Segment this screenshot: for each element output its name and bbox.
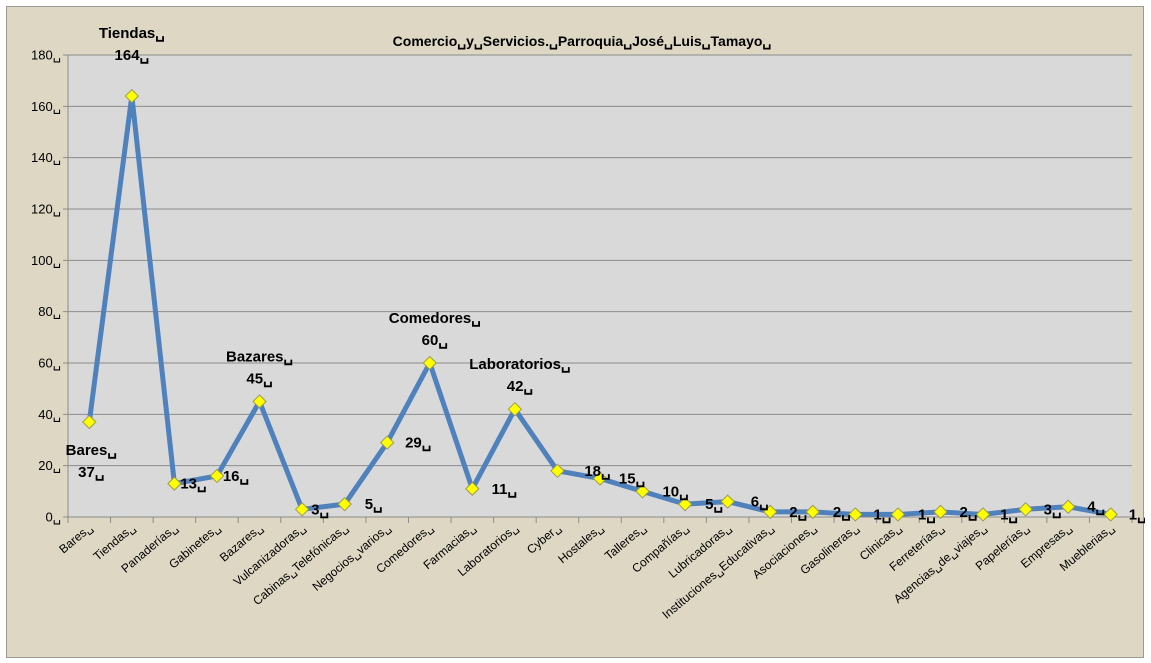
data-label: 15␣: [619, 471, 645, 488]
data-point-marker: [1103, 507, 1118, 522]
data-label: Comedores␣: [389, 310, 481, 327]
data-label: 13␣: [180, 476, 206, 493]
data-point-marker: [1018, 502, 1033, 517]
x-axis-category-labels: Bares␣Tiendas␣Panaderías␣Gabinetes␣Bazar…: [56, 521, 1116, 622]
data-label: 5␣: [705, 496, 723, 513]
y-tick-label: 40␣: [38, 407, 61, 422]
data-label: 4␣: [1087, 499, 1105, 516]
data-label: 3␣: [311, 501, 329, 518]
x-axis-tick-marks: [67, 517, 1133, 523]
y-axis-tick-labels: 0␣ 20␣ 40␣ 60␣ 80␣ 100␣ 120␣ 140␣ 160␣ 180␣: [31, 48, 61, 525]
data-point-marker: [720, 494, 735, 509]
data-point-marker: [890, 507, 906, 522]
y-tick-label: 80␣: [38, 304, 61, 319]
data-label: 18␣: [584, 463, 610, 480]
x-category-label: Hostales␣: [555, 521, 606, 567]
data-label: 29␣: [405, 435, 431, 452]
data-point-marker: [848, 507, 863, 522]
data-point-marker: [592, 471, 608, 486]
data-label: 1␣: [918, 506, 936, 523]
y-tick-label: 120␣: [31, 202, 61, 217]
y-tick-label: 100␣: [31, 253, 61, 268]
data-point-marker: [1060, 499, 1076, 514]
data-point-marker: [933, 504, 948, 520]
data-label: 11␣: [492, 481, 517, 498]
data-label: 45␣: [246, 371, 272, 388]
gridlines: [63, 54, 1132, 518]
data-markers: [82, 88, 1118, 522]
data-label: 37␣: [78, 464, 104, 481]
data-label: 3␣: [1044, 501, 1062, 518]
y-tick-label: 0␣: [46, 510, 61, 525]
data-label: 1␣: [1000, 506, 1018, 523]
data-label: 2␣: [960, 504, 978, 521]
data-point-marker: [337, 496, 352, 512]
x-category-label: Negocios␣varios␣: [310, 521, 394, 594]
data-label: 2␣: [833, 504, 851, 521]
data-point-marker: [465, 481, 480, 496]
data-label: 60␣: [422, 332, 448, 349]
data-point-marker: [635, 484, 650, 499]
data-point-marker: [209, 468, 225, 484]
data-point-marker: [252, 394, 267, 409]
data-point-marker: [294, 502, 310, 517]
data-point-marker: [422, 355, 437, 371]
data-label: 6␣: [751, 494, 769, 511]
x-category-label: Bares␣: [56, 521, 95, 557]
data-label: 5␣: [365, 496, 383, 513]
data-point-marker: [507, 401, 523, 417]
data-label: Bazares␣: [226, 349, 293, 366]
chart-title: Comercio␣y␣Servicios.␣Parroquia␣José␣Lui…: [393, 33, 772, 50]
chart-frame: 0␣ 20␣ 40␣ 60␣ 80␣ 100␣ 120␣ 140␣ 160␣ 180␣ Bares…: [6, 6, 1145, 658]
data-point-marker: [124, 88, 140, 104]
data-label: 1␣: [873, 506, 891, 523]
data-label: 16␣: [223, 468, 249, 485]
y-tick-label: 60␣: [38, 356, 61, 371]
data-labels: Bares␣ 37␣ Tiendas␣ 164␣ 13␣ 16␣ Bazares␣ 45␣ 3␣…: [66, 25, 1145, 523]
data-label: Bares␣: [66, 442, 117, 459]
data-point-marker: [82, 414, 97, 430]
data-point-marker: [975, 507, 991, 522]
data-point-marker: [763, 504, 778, 520]
data-label: 42␣: [507, 378, 533, 395]
data-point-marker: [805, 504, 821, 520]
data-point-marker: [550, 463, 565, 479]
data-label: Laboratorios␣: [469, 356, 570, 373]
line-chart: 0␣ 20␣ 40␣ 60␣ 80␣ 100␣ 120␣ 140␣ 160␣ 180␣ Bares…: [31, 25, 1145, 622]
plot-area: [68, 55, 1132, 517]
x-category-label: Cyber␣: [524, 521, 563, 557]
y-tick-label: 20␣: [38, 458, 61, 473]
data-label: 1␣: [1129, 506, 1145, 523]
y-tick-label: 140␣: [31, 150, 61, 165]
data-label: 10␣: [662, 483, 688, 500]
data-point-marker: [379, 435, 395, 450]
x-category-label: Vulcanizadoras␣: [231, 521, 308, 589]
y-tick-label: 180␣: [31, 48, 61, 63]
data-label: 2␣: [789, 504, 807, 521]
y-tick-label: 160␣: [31, 99, 61, 114]
data-point-marker: [677, 496, 693, 512]
data-label: 164␣: [115, 47, 150, 64]
data-point-marker: [167, 476, 182, 491]
data-label: Tiendas␣: [99, 25, 165, 42]
